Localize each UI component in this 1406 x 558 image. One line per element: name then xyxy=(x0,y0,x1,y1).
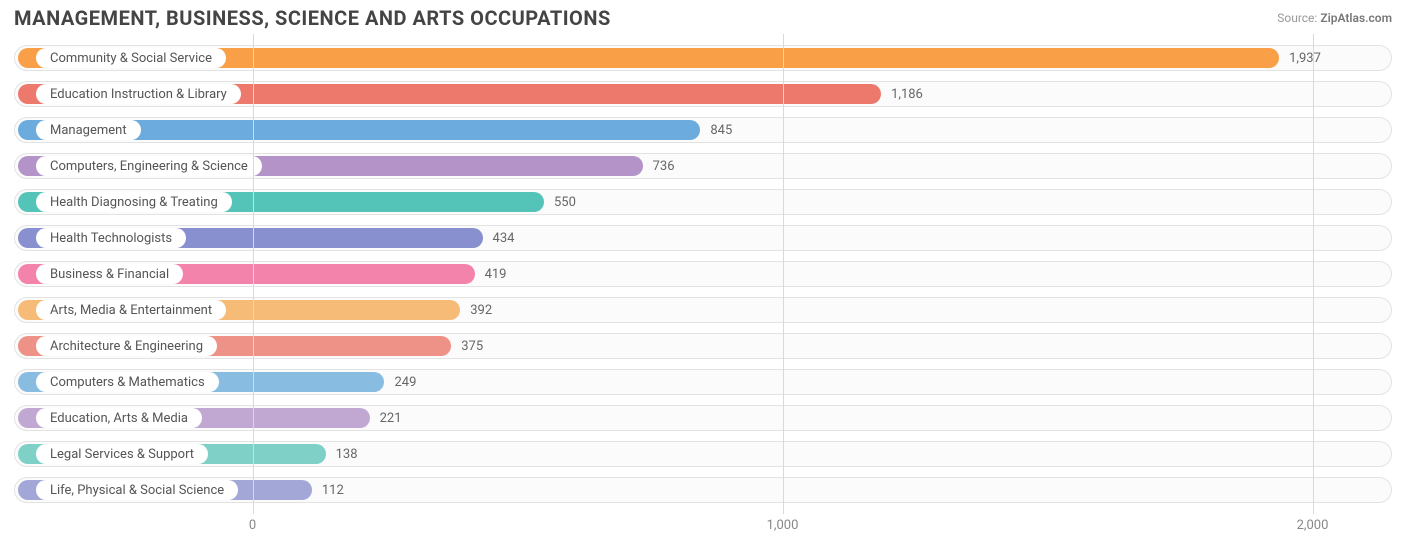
bar-row: Education, Arts & Media 221 xyxy=(14,403,1392,433)
bar-value: 845 xyxy=(700,115,732,145)
bar-row: Life, Physical & Social Science 112 xyxy=(14,475,1392,505)
bar-value: 249 xyxy=(384,367,416,397)
x-tick: 1,000 xyxy=(767,518,799,533)
bar-label: Health Technologists xyxy=(36,228,186,248)
bar-value: 112 xyxy=(312,475,344,505)
bar-row: Management 845 xyxy=(14,115,1392,145)
bar-row: Health Technologists 434 xyxy=(14,223,1392,253)
bar-row: Architecture & Engineering 375 xyxy=(14,331,1392,361)
bar-label: Legal Services & Support xyxy=(36,444,208,464)
bar-label: Management xyxy=(36,120,141,140)
bar-value: 1,937 xyxy=(1279,43,1321,73)
bar-row: Computers, Engineering & Science 736 xyxy=(14,151,1392,181)
x-tick: 0 xyxy=(249,518,256,533)
bar-value: 434 xyxy=(483,223,515,253)
source-prefix: Source: xyxy=(1277,11,1317,25)
bar-label: Life, Physical & Social Science xyxy=(36,480,238,500)
bar-value: 392 xyxy=(460,295,492,325)
bar-row: Health Diagnosing & Treating 550 xyxy=(14,187,1392,217)
chart-title: MANAGEMENT, BUSINESS, SCIENCE AND ARTS O… xyxy=(14,6,611,30)
bar-row: Education Instruction & Library 1,186 xyxy=(14,79,1392,109)
bar-row: Business & Financial 419 xyxy=(14,259,1392,289)
bar-row: Computers & Mathematics 249 xyxy=(14,367,1392,397)
bar-label: Business & Financial xyxy=(36,264,183,284)
bar-value: 550 xyxy=(544,187,576,217)
bar-row: Community & Social Service 1,937 xyxy=(14,43,1392,73)
bar-label: Computers, Engineering & Science xyxy=(36,156,262,176)
bar-label: Computers & Mathematics xyxy=(36,372,219,392)
x-tick: 2,000 xyxy=(1297,518,1329,533)
chart-header: MANAGEMENT, BUSINESS, SCIENCE AND ARTS O… xyxy=(0,0,1406,34)
chart-area: Community & Social Service 1,937 Education… xyxy=(0,34,1406,544)
source-name: ZipAtlas.com xyxy=(1320,11,1392,25)
bar-label: Education Instruction & Library xyxy=(36,84,241,104)
plot-region: Community & Social Service 1,937 Education… xyxy=(14,34,1392,514)
bar-value: 736 xyxy=(643,151,675,181)
bars-container: Community & Social Service 1,937 Education… xyxy=(14,34,1392,514)
bar-row: Arts, Media & Entertainment 392 xyxy=(14,295,1392,325)
bar-label: Architecture & Engineering xyxy=(36,336,217,356)
bar-value: 138 xyxy=(326,439,358,469)
bar-value: 1,186 xyxy=(881,79,923,109)
gridline xyxy=(253,34,254,514)
gridline xyxy=(783,34,784,514)
x-axis: 0 1,000 2,000 xyxy=(14,514,1392,544)
bar-row: Legal Services & Support 138 xyxy=(14,439,1392,469)
bar-label: Community & Social Service xyxy=(36,48,226,68)
bar-label: Education, Arts & Media xyxy=(36,408,202,428)
chart-source: Source: ZipAtlas.com xyxy=(1277,11,1392,25)
bar-value: 419 xyxy=(475,259,507,289)
bar-value: 375 xyxy=(451,331,483,361)
bar-value: 221 xyxy=(370,403,402,433)
bar-label: Health Diagnosing & Treating xyxy=(36,192,232,212)
bar-label: Arts, Media & Entertainment xyxy=(36,300,226,320)
gridline xyxy=(1313,34,1314,514)
